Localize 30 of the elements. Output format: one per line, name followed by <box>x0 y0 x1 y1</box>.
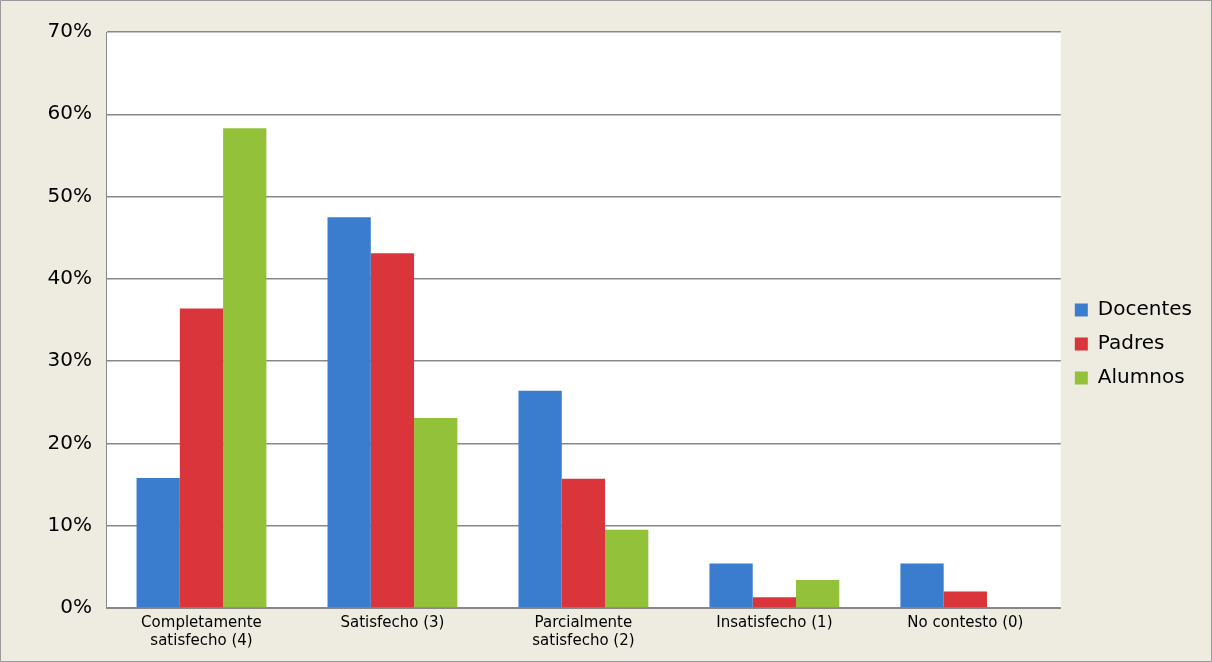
y-tick-label: 40% <box>47 265 92 290</box>
bar <box>943 591 987 608</box>
bar <box>605 529 649 608</box>
bar <box>709 563 753 608</box>
y-tick-label: 20% <box>47 429 92 454</box>
bar <box>518 390 562 608</box>
y-tick-label: 70% <box>47 18 92 43</box>
x-tick-label: Parcialmente satisfecho (2) <box>532 612 635 649</box>
x-tick-label: Satisfecho (3) <box>340 612 445 631</box>
y-tick-label: 30% <box>47 347 92 372</box>
y-tick-label: 10% <box>47 511 92 536</box>
x-tick-label: No contesto (0) <box>907 612 1024 631</box>
bar <box>370 253 415 608</box>
legend-label: Padres <box>1097 330 1165 355</box>
x-tick-label: Insatisfecho (1) <box>716 612 833 631</box>
bar <box>327 217 371 608</box>
bar <box>179 308 224 608</box>
y-tick-label: 0% <box>60 594 92 619</box>
x-tick-label: Completamente satisfecho (4) <box>141 612 262 649</box>
bar <box>223 128 267 608</box>
bar <box>136 477 180 608</box>
bar <box>796 580 840 608</box>
y-tick-label: 60% <box>47 100 92 125</box>
bar <box>900 563 944 608</box>
legend-label: Alumnos <box>1097 364 1185 389</box>
bar <box>752 597 797 608</box>
bar <box>414 417 458 608</box>
bar <box>561 478 606 608</box>
y-tick-label: 50% <box>47 182 92 207</box>
legend-label: Docentes <box>1097 296 1193 321</box>
